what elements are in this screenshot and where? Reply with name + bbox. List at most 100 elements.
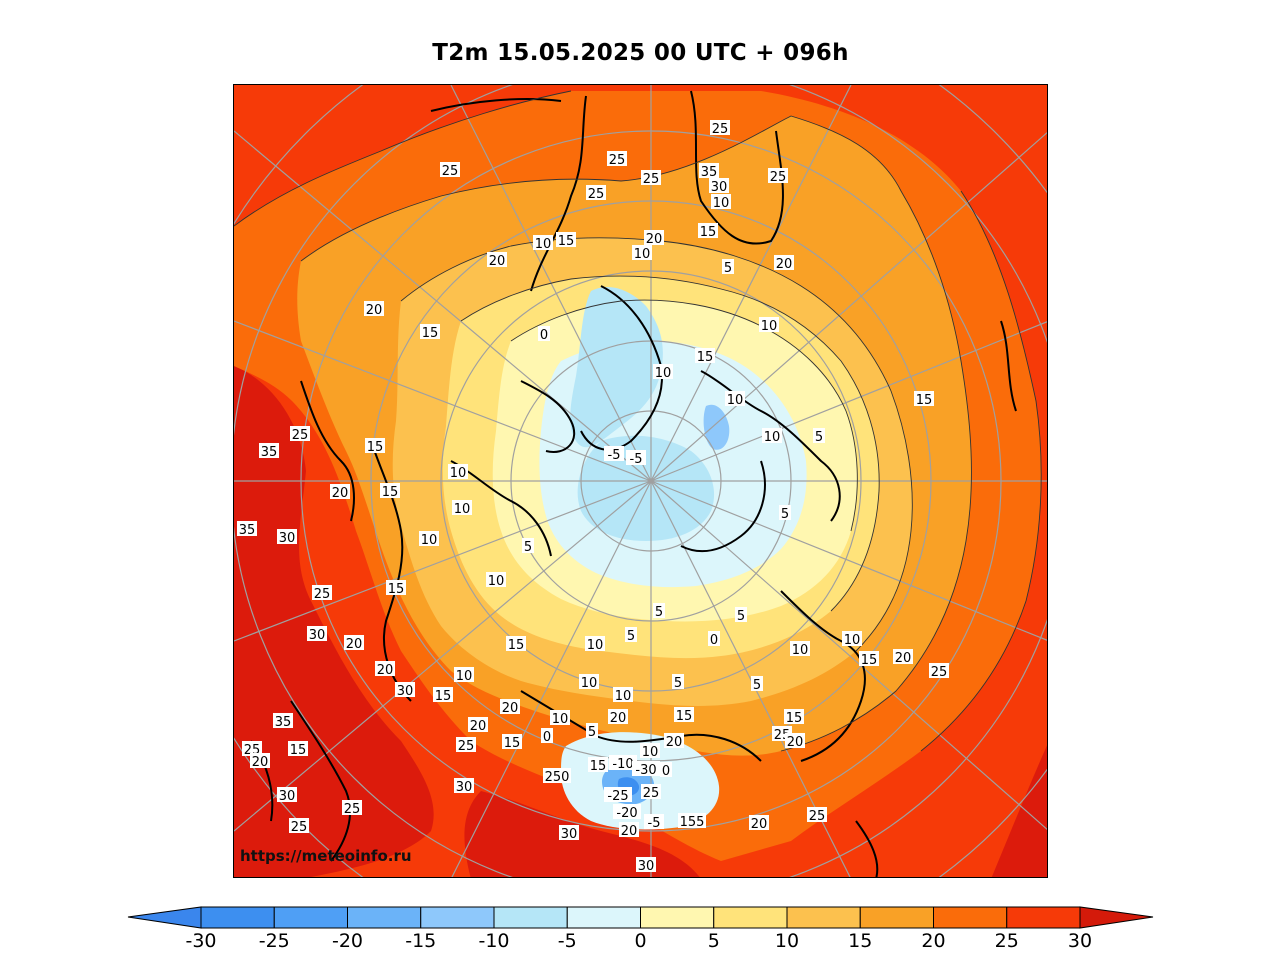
contour-label-text: 15 [590, 759, 607, 774]
contour-label: 5 [672, 674, 684, 691]
contour-label-bg [709, 178, 729, 193]
contour-label: 155 [678, 813, 706, 830]
contour-label-text: 20 [502, 701, 519, 716]
colorbar-cell [713, 906, 788, 929]
contour-label: 10 [640, 743, 660, 760]
contour-label: 15 [695, 348, 715, 365]
contour-label-bg [538, 326, 550, 341]
contour-label-bg [342, 800, 362, 815]
contour-label-bg [433, 687, 453, 702]
contour-label-bg [664, 733, 684, 748]
contour-label-text: 15 [388, 582, 405, 597]
contour-label: 5 [735, 607, 747, 624]
contour-label-bg [607, 151, 627, 166]
contour-label: 20 [608, 709, 628, 726]
contour-label: 30 [307, 626, 327, 643]
contour-label-text: 10 [421, 533, 438, 548]
contour-label-text: 5 [627, 629, 635, 644]
contour-label: 15 [288, 741, 308, 758]
contour-label: 25 [710, 120, 730, 137]
hudson-cold [703, 404, 730, 450]
contour-label-bg [813, 428, 825, 443]
contour-label-bg [586, 185, 606, 200]
contour-label-bg [710, 120, 730, 135]
contour-label-bg [759, 317, 779, 332]
contour-label-bg [259, 443, 279, 458]
contour-label-bg [420, 324, 440, 339]
contour-label: 20 [644, 230, 664, 247]
contour-label-text: 20 [621, 824, 638, 839]
contour-label-text: 0 [662, 764, 670, 779]
contour-label-text: -5 [648, 816, 661, 831]
temperature-map: 25 25 25 35 25 30 25 25 10 15 10 15 20 10 20 5 20 20 10 15 0… [233, 84, 1048, 878]
contour-label-bg [559, 825, 579, 840]
contour-label-bg [735, 607, 747, 622]
contour-label-bg [807, 807, 827, 822]
contour-label-bg [641, 784, 661, 799]
contour-label: 5 [813, 428, 825, 445]
contour-label-text: 25 [712, 122, 729, 137]
contour-label-bg [609, 755, 637, 770]
contour-label: 0 [541, 728, 553, 745]
chart-title: T2m 15.05.2025 00 UTC + 096h [432, 40, 849, 66]
colorbar-cell [347, 906, 422, 929]
contour-label-text: 15 [290, 743, 307, 758]
contour-label-text: 25 [588, 187, 605, 202]
contour-label-text: 25 [643, 786, 660, 801]
contour-label: 30 [395, 682, 415, 699]
contour-label-bg [448, 464, 468, 479]
contour-label: 5 [751, 676, 763, 693]
contour-label: 10 [419, 531, 439, 548]
colorbar-over-triangle [1079, 906, 1154, 929]
contour-label-bg [242, 741, 262, 756]
contour-label-text: 10 [552, 712, 569, 727]
contour-label: 15 [506, 636, 526, 653]
contour-label-bg [626, 450, 646, 465]
contour-label-bg [859, 651, 879, 666]
colorbar-tick-label: -5 [557, 930, 577, 952]
contour-label-bg [330, 484, 350, 499]
contour-label-bg [586, 723, 598, 738]
contour-label-bg [550, 710, 570, 725]
contour-label: -5 [644, 814, 664, 831]
contour-label-text: -20 [616, 806, 637, 821]
contour-label-text: 5 [588, 725, 596, 740]
contour-label-text: 20 [895, 651, 912, 666]
contour-label-text: 20 [252, 755, 269, 770]
contour-label: 15 [588, 757, 608, 774]
contour-label-bg [541, 728, 553, 743]
contour-label: 25 [312, 585, 332, 602]
contour-label: 10 [613, 687, 633, 704]
contour-label-text: 25 [931, 665, 948, 680]
contour-label-bg [543, 768, 571, 783]
contour-label-bg [678, 813, 706, 828]
contour-label-bg [695, 348, 715, 363]
contour-label: 25 [289, 818, 309, 835]
contour-label-text: 0 [710, 633, 718, 648]
contour-label: 20 [500, 699, 520, 716]
contour-label-bg [290, 426, 310, 441]
contour-label-text: 10 [456, 669, 473, 684]
contour-label-text: 25 [344, 802, 361, 817]
contour-label-text: 10 [450, 466, 467, 481]
contour-label-bg [784, 709, 804, 724]
contour-label-text: 20 [332, 486, 349, 501]
colorbar-under-triangle [127, 906, 202, 929]
contour-label: 30 [559, 825, 579, 842]
contour-label-text: 15 [367, 440, 384, 455]
colorbar-cell [200, 906, 275, 929]
contour-label-text: 15 [504, 736, 521, 751]
contour-label-bg [380, 483, 400, 498]
contour-label-bg [762, 428, 782, 443]
contour-label: 0 [660, 762, 672, 779]
contour-label-text: 15 [508, 638, 525, 653]
contour-label: 10 [759, 317, 779, 334]
contour-label: 10 [762, 428, 782, 445]
contour-label: 10 [452, 500, 472, 517]
contour-label-bg [698, 223, 718, 238]
contour-label: 25 [641, 784, 661, 801]
contour-label: 10 [579, 674, 599, 691]
contour-label-text: 10 [713, 196, 730, 211]
contour-label-bg [486, 572, 506, 587]
